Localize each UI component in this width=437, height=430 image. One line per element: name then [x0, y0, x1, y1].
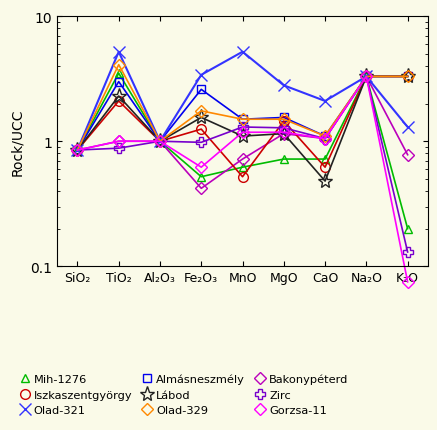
Mih-1276 — [281, 157, 286, 162]
Line: Olad-329: Olad-329 — [73, 61, 412, 155]
Line: Zirc: Zirc — [73, 72, 413, 257]
Zirc — [405, 250, 410, 255]
Almásneszmély — [323, 134, 328, 139]
Lábod — [323, 179, 328, 184]
Iszkaszentgyörgy — [405, 75, 410, 80]
Olad-321 — [157, 139, 163, 144]
Line: Bakonypéterd: Bakonypéterd — [73, 73, 412, 193]
Gorzsa-11 — [364, 75, 369, 80]
Olad-321 — [405, 125, 410, 130]
Line: Olad-321: Olad-321 — [71, 46, 414, 157]
Line: Mih-1276: Mih-1276 — [73, 70, 412, 233]
Lábod — [281, 132, 286, 137]
Olad-329 — [157, 139, 163, 144]
Bakonypéterd — [116, 139, 121, 144]
Line: Gorzsa-11: Gorzsa-11 — [73, 73, 412, 286]
Zirc — [157, 139, 163, 144]
Bakonypéterd — [323, 137, 328, 142]
Iszkaszentgyörgy — [281, 119, 286, 124]
Lábod — [75, 148, 80, 153]
Mih-1276 — [116, 71, 121, 77]
Iszkaszentgyörgy — [364, 75, 369, 80]
Mih-1276 — [364, 75, 369, 80]
Gorzsa-11 — [281, 130, 286, 135]
Zirc — [323, 137, 328, 142]
Legend: Mih-1276, Iszkaszentgyörgy, Olad-321, Almásneszmély, Lábod, Olad-329, Bakonypéte: Mih-1276, Iszkaszentgyörgy, Olad-321, Al… — [14, 369, 353, 420]
Bakonypéterd — [157, 139, 163, 144]
Bakonypéterd — [199, 186, 204, 191]
Olad-329 — [281, 117, 286, 123]
Olad-329 — [240, 117, 245, 123]
Olad-329 — [75, 148, 80, 153]
Lábod — [364, 75, 369, 80]
Iszkaszentgyörgy — [323, 165, 328, 170]
Iszkaszentgyörgy — [199, 127, 204, 132]
Gorzsa-11 — [323, 137, 328, 142]
Olad-329 — [364, 75, 369, 80]
Olad-329 — [323, 134, 328, 139]
Olad-321 — [199, 73, 204, 78]
Gorzsa-11 — [199, 165, 204, 170]
Bakonypéterd — [405, 153, 410, 158]
Olad-321 — [364, 75, 369, 80]
Mih-1276 — [405, 227, 410, 232]
Gorzsa-11 — [405, 280, 410, 285]
Zirc — [75, 148, 80, 153]
Almásneszmély — [281, 116, 286, 121]
Mih-1276 — [199, 175, 204, 180]
Almásneszmély — [75, 148, 80, 153]
Lábod — [199, 116, 204, 121]
Olad-321 — [323, 99, 328, 104]
Bakonypéterd — [281, 132, 286, 137]
Olad-329 — [116, 63, 121, 68]
Bakonypéterd — [240, 157, 245, 162]
Bakonypéterd — [364, 75, 369, 80]
Lábod — [116, 94, 121, 99]
Zirc — [199, 141, 204, 146]
Gorzsa-11 — [240, 130, 245, 135]
Lábod — [405, 75, 410, 80]
Olad-329 — [405, 75, 410, 80]
Almásneszmély — [157, 139, 163, 144]
Zirc — [281, 126, 286, 131]
Line: Almásneszmély: Almásneszmély — [73, 73, 412, 155]
Almásneszmély — [364, 75, 369, 80]
Almásneszmély — [199, 88, 204, 93]
Zirc — [240, 125, 245, 130]
Mih-1276 — [157, 139, 163, 144]
Olad-321 — [75, 148, 80, 153]
Gorzsa-11 — [116, 139, 121, 144]
Olad-321 — [116, 50, 121, 55]
Iszkaszentgyörgy — [116, 99, 121, 104]
Bakonypéterd — [75, 148, 80, 153]
Gorzsa-11 — [157, 139, 163, 144]
Gorzsa-11 — [75, 148, 80, 153]
Lábod — [240, 134, 245, 139]
Line: Iszkaszentgyörgy: Iszkaszentgyörgy — [73, 72, 413, 182]
Mih-1276 — [323, 157, 328, 162]
Iszkaszentgyörgy — [157, 139, 163, 144]
Almásneszmély — [116, 80, 121, 85]
Iszkaszentgyörgy — [240, 175, 245, 180]
Zirc — [116, 146, 121, 151]
Olad-329 — [199, 109, 204, 114]
Mih-1276 — [75, 148, 80, 153]
Olad-321 — [281, 83, 286, 89]
Lábod — [157, 139, 163, 144]
Mih-1276 — [240, 165, 245, 170]
Olad-321 — [240, 50, 245, 55]
Iszkaszentgyörgy — [75, 148, 80, 153]
Zirc — [364, 75, 369, 80]
Line: Lábod: Lábod — [70, 70, 415, 189]
Almásneszmély — [405, 75, 410, 80]
Almásneszmély — [240, 117, 245, 123]
Y-axis label: Rock/UCC: Rock/UCC — [10, 108, 24, 175]
